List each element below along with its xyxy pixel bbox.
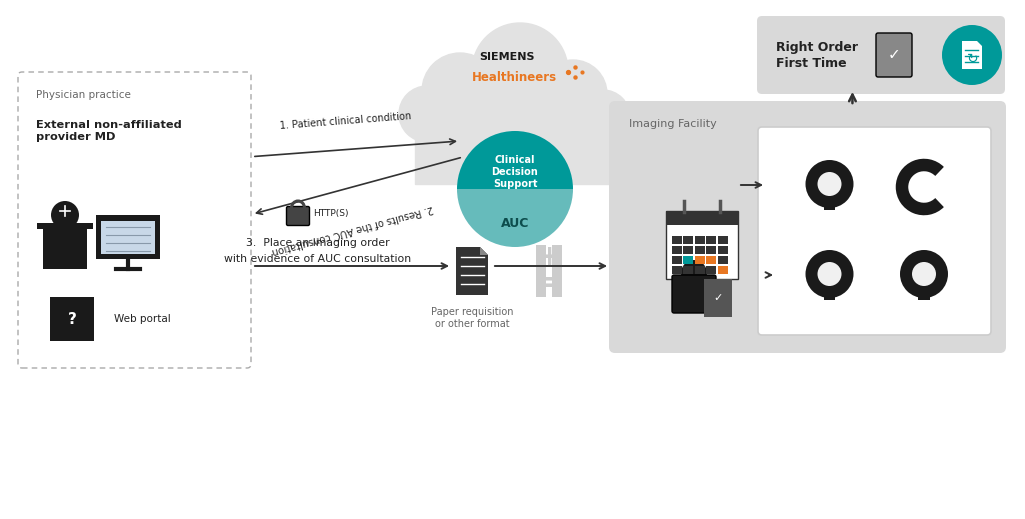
Text: External non-affiliated
provider MD: External non-affiliated provider MD (36, 120, 181, 142)
Circle shape (806, 250, 854, 298)
Circle shape (399, 86, 455, 142)
Bar (672, 236, 682, 244)
Bar (50, 297, 94, 341)
Text: Paper requisition
or other format: Paper requisition or other format (430, 307, 514, 330)
Text: 2. Results of the AUC consultation: 2. Results of the AUC consultation (271, 202, 435, 256)
Circle shape (51, 201, 79, 229)
Bar (706, 245, 716, 254)
Circle shape (912, 262, 936, 286)
Bar (552, 245, 562, 297)
Bar (695, 255, 705, 264)
Bar (823, 291, 835, 300)
Bar (96, 215, 160, 259)
Bar (666, 211, 738, 279)
FancyBboxPatch shape (876, 33, 912, 77)
Bar (718, 236, 728, 244)
Bar (672, 255, 682, 264)
Bar (718, 245, 728, 254)
Bar (920, 160, 932, 170)
Text: Healthineers: Healthineers (472, 71, 557, 84)
Bar (684, 245, 694, 254)
Bar (672, 245, 682, 254)
Text: with evidence of AUC consultation: with evidence of AUC consultation (224, 254, 412, 264)
Circle shape (539, 60, 607, 128)
Bar (695, 266, 705, 274)
Text: SIEMENS: SIEMENS (480, 52, 535, 62)
Bar (918, 291, 930, 300)
Text: HTTP(S): HTTP(S) (313, 209, 348, 217)
Text: =: = (540, 269, 564, 297)
Ellipse shape (415, 79, 615, 189)
Text: ?: ? (68, 311, 77, 326)
Text: +: + (538, 243, 562, 271)
Wedge shape (457, 189, 573, 247)
Polygon shape (962, 41, 982, 69)
Text: Clinical
Decision
Support: Clinical Decision Support (492, 155, 538, 189)
Bar (37, 223, 93, 229)
FancyBboxPatch shape (609, 101, 1006, 353)
FancyBboxPatch shape (757, 16, 1004, 94)
Bar (536, 245, 546, 297)
Bar (823, 201, 835, 210)
Bar (666, 211, 738, 225)
Bar (718, 255, 728, 264)
Text: ✓: ✓ (888, 48, 900, 62)
Bar (415, 139, 615, 184)
Circle shape (818, 262, 842, 286)
Text: ✓: ✓ (713, 293, 723, 303)
Bar (695, 236, 705, 244)
Bar (672, 266, 682, 274)
Bar (695, 245, 705, 254)
Bar (101, 221, 155, 254)
FancyBboxPatch shape (758, 127, 991, 335)
FancyBboxPatch shape (672, 275, 716, 313)
Bar (706, 236, 716, 244)
Circle shape (806, 160, 854, 208)
FancyBboxPatch shape (287, 207, 310, 225)
Circle shape (900, 250, 948, 298)
Circle shape (472, 23, 568, 119)
Circle shape (942, 25, 1002, 85)
Bar (920, 204, 932, 214)
Text: 3.  Place an imaging order: 3. Place an imaging order (246, 238, 390, 248)
Text: Web portal: Web portal (114, 314, 171, 324)
Bar (704, 279, 732, 317)
Bar (684, 266, 694, 274)
Text: 1. Patient clinical condition: 1. Patient clinical condition (280, 111, 412, 131)
Circle shape (818, 172, 842, 196)
Text: Physician practice: Physician practice (36, 90, 131, 100)
Wedge shape (457, 131, 573, 189)
Bar (43, 227, 87, 269)
Circle shape (681, 260, 707, 286)
Bar (684, 236, 694, 244)
Text: ↻: ↻ (968, 52, 979, 66)
Text: AUC: AUC (501, 216, 529, 229)
Polygon shape (480, 247, 488, 255)
Text: Imaging Facility: Imaging Facility (629, 119, 716, 129)
Bar (706, 266, 716, 274)
Polygon shape (456, 247, 488, 295)
Circle shape (422, 53, 498, 129)
Bar (684, 255, 694, 264)
Bar (706, 255, 716, 264)
Text: Right Order
First Time: Right Order First Time (776, 40, 858, 70)
Circle shape (576, 90, 630, 144)
Bar (718, 266, 728, 274)
